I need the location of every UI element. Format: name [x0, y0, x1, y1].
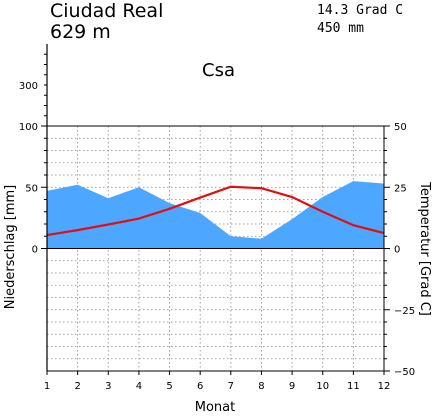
mean-temperature: 14.3 Grad C — [317, 3, 404, 18]
climate-classification: Csa — [202, 60, 235, 81]
x-tick-label: 1 — [44, 381, 50, 392]
x-tick-label: 8 — [258, 381, 264, 392]
right-tick-label: −25 — [394, 306, 415, 317]
x-tick-label: 2 — [74, 381, 80, 392]
station-name: Ciudad Real — [50, 0, 164, 22]
x-tick-label: 5 — [166, 381, 172, 392]
axis-ticks — [41, 53, 390, 375]
x-tick-label: 12 — [378, 381, 391, 392]
left-tick-label: 50 — [25, 183, 38, 194]
right-tick-label: −50 — [394, 367, 415, 378]
temperature-line — [46, 185, 385, 237]
annual-precipitation: 450 mm — [317, 21, 364, 36]
x-tick-label: 9 — [289, 381, 295, 392]
left-tick-label: 100 — [19, 122, 38, 133]
precipitation-area — [47, 181, 384, 249]
x-tick-label: 10 — [316, 381, 329, 392]
right-tick-label: 25 — [394, 183, 407, 194]
left-axis-title: Niederschlag [mm] — [3, 185, 18, 310]
right-axis-title: Temperatur [Grad C] — [417, 181, 432, 316]
x-tick-label: 3 — [105, 381, 111, 392]
x-tick-label: 11 — [347, 381, 360, 392]
left-tick-label: 0 — [32, 245, 38, 256]
left-tick-label: 300 — [19, 81, 38, 92]
x-axis-title: Monat — [195, 400, 235, 415]
right-tick-label: 50 — [394, 122, 407, 133]
x-tick-label: 4 — [136, 381, 142, 392]
x-tick-label: 7 — [228, 381, 234, 392]
right-tick-label: 0 — [394, 245, 400, 256]
station-elevation: 629 m — [50, 21, 111, 43]
x-tick-label: 6 — [197, 381, 203, 392]
